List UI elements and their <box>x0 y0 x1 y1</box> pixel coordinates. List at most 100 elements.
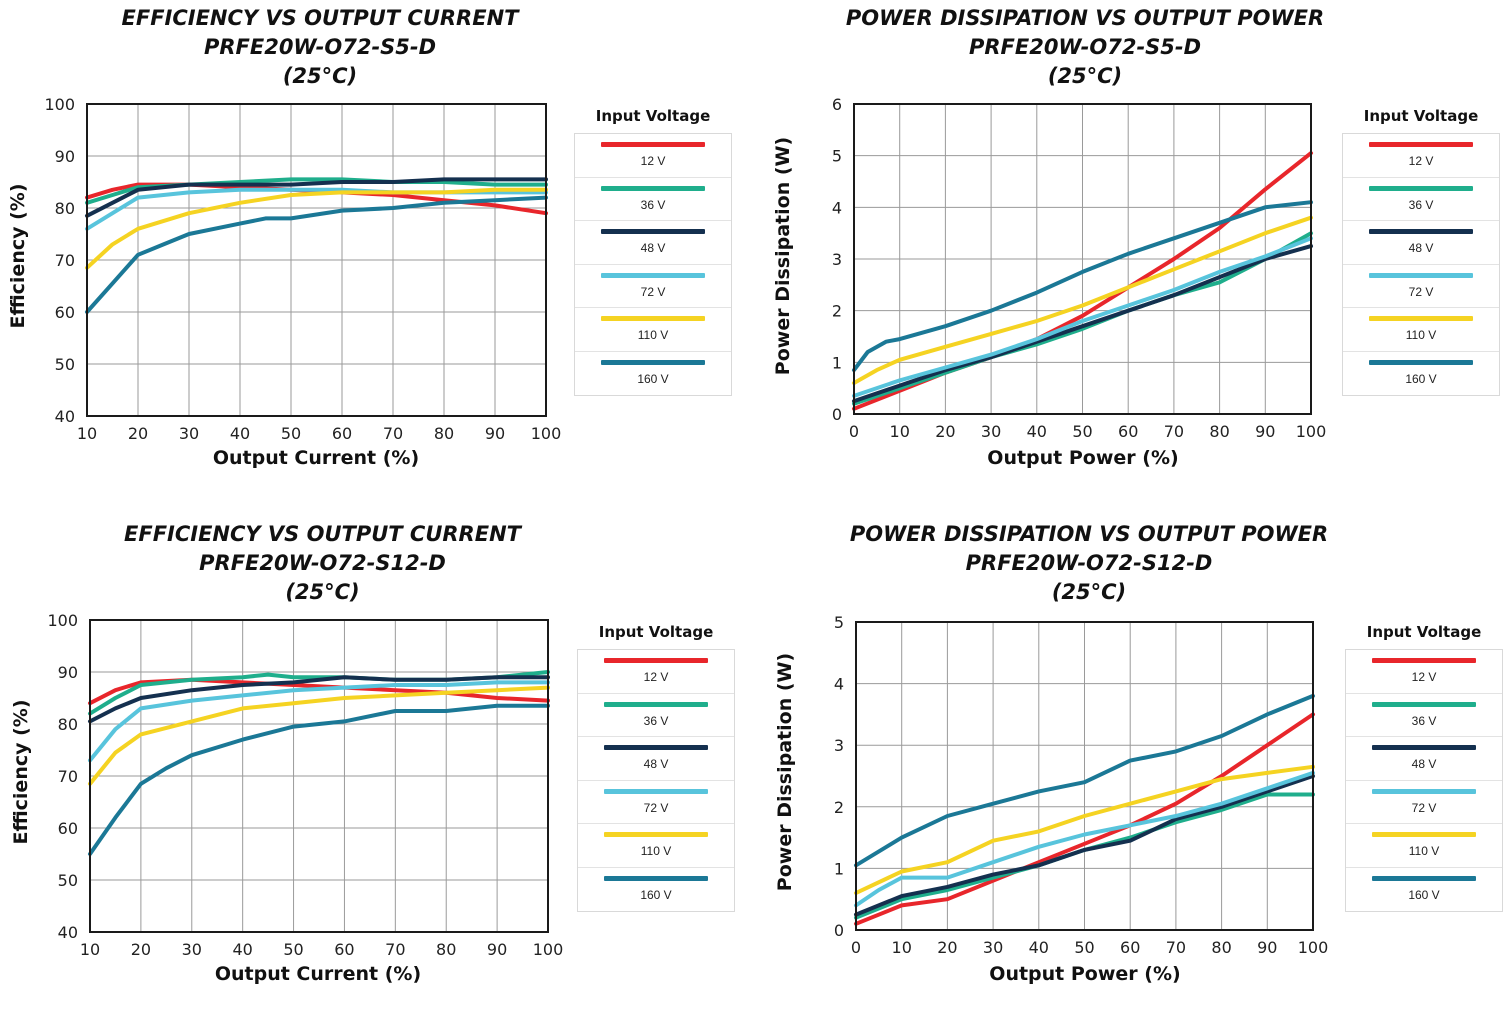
legend-swatch <box>1372 875 1476 881</box>
legend-swatch <box>601 185 705 191</box>
y-axis-label: Efficiency (%) <box>7 183 29 329</box>
y-tick-label: 2 <box>832 302 842 321</box>
x-tick-label: 20 <box>128 424 148 443</box>
legend-item: 48 V <box>1346 737 1502 781</box>
y-tick-label: 1 <box>832 353 842 372</box>
chart-title: EFFICIENCY VS OUTPUT CURRENT PRFE20W-O72… <box>60 4 580 91</box>
x-tick-label: 40 <box>230 424 250 443</box>
legend-swatch <box>1372 701 1476 707</box>
legend-item: 110 V <box>1343 308 1499 352</box>
x-tick-label: 20 <box>131 940 151 959</box>
legend-swatch <box>1369 316 1473 321</box>
y-tick-label: 40 <box>55 407 75 426</box>
legend-swatch <box>604 788 708 794</box>
y-tick-label: 90 <box>58 663 78 682</box>
series-line-160v <box>85 195 548 314</box>
series-line-72v <box>852 236 1313 398</box>
title-line-3: (25°C) <box>1051 580 1127 604</box>
title-line-3: (25°C) <box>285 580 360 604</box>
legend-label: 160 V <box>637 371 669 386</box>
series-line-160v <box>854 693 1315 868</box>
series-line-72v <box>854 770 1315 908</box>
chart-panel-dissipation-s5: POWER DISSIPATION VS OUTPUT POWER PRFE20… <box>755 0 1510 495</box>
chart-svg: 10 20 30 40 50 60 70 80 90 100 40 50 60 70 80 90 100 <box>47 611 564 959</box>
legend-swatch <box>1372 788 1476 794</box>
x-tick-label: 90 <box>1257 938 1277 957</box>
x-tick-label: 90 <box>1255 422 1275 441</box>
legend: Input Voltage 12 V 36 V 48 V 72 V 110 V 160 V <box>577 619 735 912</box>
y-axis-label: Efficiency (%) <box>10 699 32 845</box>
y-tick-label: 80 <box>58 715 78 734</box>
y-tick-label: 70 <box>55 251 75 270</box>
chart-panel-dissipation-s12: POWER DISSIPATION VS OUTPUT POWER PRFE20… <box>755 516 1510 1011</box>
legend-item: 110 V <box>1346 824 1502 868</box>
legend-label: 36 V <box>1411 713 1437 728</box>
legend-swatch <box>1372 658 1476 663</box>
x-tick-label: 80 <box>434 424 454 443</box>
x-tick-label: 20 <box>935 422 955 441</box>
chart-svg: 0 10 20 30 40 50 60 70 80 90 100 0 1 2 3 4 5 6 <box>832 95 1326 441</box>
series-line-48v <box>85 177 548 218</box>
y-tick-label: 70 <box>58 767 78 786</box>
x-tick-label: 100 <box>1298 938 1329 957</box>
legend-item: 110 V <box>578 824 734 868</box>
legend-item: 160 V <box>1343 352 1499 396</box>
x-tick-label: 80 <box>436 940 456 959</box>
legend-label: 48 V <box>640 241 666 255</box>
y-tick-label: 0 <box>832 405 842 424</box>
legend-item: 72 V <box>578 781 734 824</box>
x-tick-label: 0 <box>851 938 861 957</box>
legend: Input Voltage 12 V 36 V 48 V 72 V 110 V 160 V <box>1345 619 1503 912</box>
x-tick-label: 50 <box>1074 938 1094 957</box>
legend-title: Input Voltage <box>1366 623 1482 641</box>
legend-label: 36 V <box>640 197 666 212</box>
y-tick-label: 4 <box>834 675 844 694</box>
title-line-2: PRFE20W-O72-S5-D <box>968 35 1202 59</box>
y-tick-label: 0 <box>834 921 844 940</box>
legend-swatch <box>604 875 708 881</box>
y-axis-label: Power Dissipation (W) <box>772 136 794 376</box>
legend: Input Voltage 12 V 36 V 48 V 72 V 110 V 160 V <box>1342 103 1500 396</box>
plot-frame <box>855 621 1314 931</box>
chart-title: POWER DISSIPATION VS OUTPUT POWER PRFE20… <box>819 520 1359 607</box>
legend-label: 48 V <box>1408 241 1434 255</box>
legend-swatch <box>1372 832 1476 837</box>
y-tick-label: 4 <box>832 198 842 217</box>
series-line-48v <box>88 675 550 724</box>
title-line-1: POWER DISSIPATION VS OUTPUT POWER <box>845 6 1325 30</box>
x-tick-label: 50 <box>1072 422 1092 441</box>
legend-label: 12 V <box>1411 670 1437 684</box>
legend-item: 160 V <box>578 868 734 912</box>
x-tick-label: 70 <box>1166 938 1186 957</box>
series-line-36v <box>852 231 1313 406</box>
x-tick-label: 80 <box>1209 422 1229 441</box>
legend-label: 72 V <box>640 284 666 299</box>
plot-frame <box>853 103 1312 415</box>
legend-box: 12 V 36 V 48 V 72 V 110 V 160 V <box>577 649 735 912</box>
title-line-2: PRFE20W-O72-S12-D <box>965 551 1213 575</box>
x-tick-label: 30 <box>983 938 1003 957</box>
series-line-110v <box>88 685 550 786</box>
y-tick-label: 100 <box>44 95 75 114</box>
y-tick-label: 50 <box>58 871 78 890</box>
legend-label: 72 V <box>643 800 669 815</box>
legend-item: 48 V <box>578 737 734 781</box>
chart-svg: 10 20 30 40 50 60 70 80 90 100 40 50 60 70 80 90 100 <box>44 95 561 443</box>
chart-title: POWER DISSIPATION VS OUTPUT POWER PRFE20… <box>815 4 1355 91</box>
x-tick-label: 0 <box>849 422 859 441</box>
x-tick-label: 100 <box>533 940 564 959</box>
x-tick-label: 40 <box>232 940 252 959</box>
series-line-12v <box>88 677 550 706</box>
title-line-3: (25°C) <box>282 64 358 88</box>
x-tick-label: 70 <box>383 424 403 443</box>
x-tick-label: 10 <box>892 938 912 957</box>
legend-swatch <box>601 272 705 278</box>
legend-box: 12 V 36 V 48 V 72 V 110 V 160 V <box>1342 133 1500 396</box>
legend-label: 110 V <box>637 328 669 342</box>
y-tick-label: 5 <box>832 147 842 166</box>
series-line-160v <box>88 703 550 856</box>
legend: Input Voltage 12 V 36 V 48 V 72 V 110 V 160 V <box>574 103 732 396</box>
series-line-48v <box>854 774 1315 917</box>
y-tick-label: 50 <box>55 355 75 374</box>
y-tick-label: 100 <box>47 611 78 630</box>
